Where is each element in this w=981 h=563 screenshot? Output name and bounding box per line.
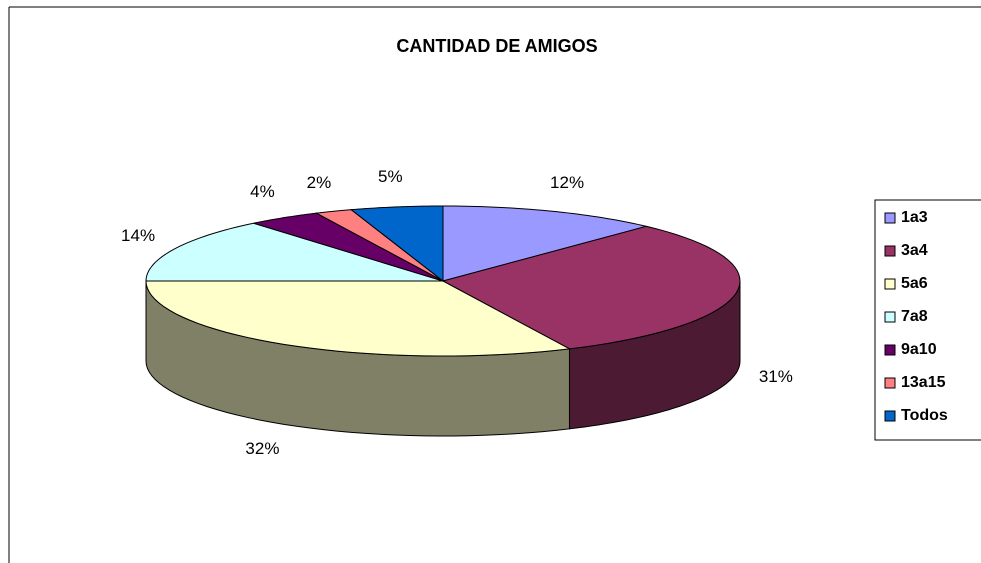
legend-label: 1a3 [901,209,928,226]
legend-label: 3a4 [901,242,928,259]
data-label: 5% [378,167,403,186]
chart-title: CANTIDAD DE AMIGOS [396,36,597,56]
data-label: 4% [250,182,275,201]
legend-swatch [884,377,896,389]
data-label: 14% [121,226,155,245]
legend-swatch [884,410,896,422]
pie-slice [441,225,741,350]
pie-slice [349,205,444,283]
pie-slice [145,280,572,357]
legend-label: 9a10 [901,341,937,358]
legend-swatch [884,245,896,257]
legend-swatch [884,278,896,290]
legend-label: 5a6 [901,275,928,292]
pie-slice [314,209,444,282]
data-label: 31% [759,367,793,386]
legend-swatch [884,311,896,323]
legend-swatch [884,212,896,224]
pie-slice [145,222,444,282]
data-label: 32% [245,439,279,458]
legend-swatch [884,344,896,356]
legend-label: 7a8 [901,308,928,325]
pie-slice [253,212,444,282]
pie-slice [442,205,647,282]
legend-label: Todos [901,407,948,424]
data-label: 12% [550,173,584,192]
data-label: 2% [307,173,332,192]
legend-label: 13a15 [901,374,946,391]
